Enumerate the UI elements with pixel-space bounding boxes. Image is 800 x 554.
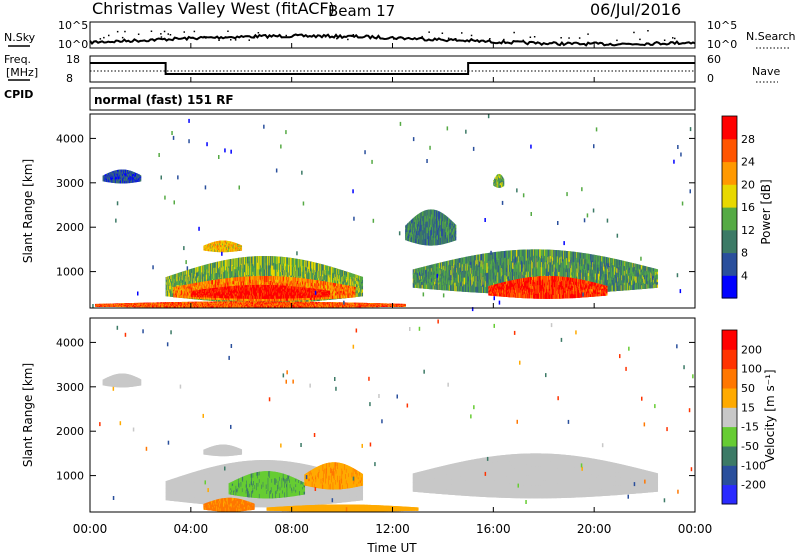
powerPanel-cell [241,249,242,250]
noise-search-point [227,31,229,33]
noise-search-point [168,33,170,35]
noise-search-point [103,37,105,39]
freq-tick-bottom: 8 [66,72,73,85]
noise-search-point [153,39,155,41]
noise-search-point [258,32,260,34]
noise-search-point [117,31,119,33]
noise-search-point [218,40,220,42]
noise-search-point [160,33,162,35]
noise-search-point [324,35,326,37]
noise-search-point [170,34,172,36]
noise-search-point [184,31,186,33]
noise-search-point [672,37,674,39]
noise-search-point [108,35,110,37]
noise-tick-right-bottom: 10^0 [707,38,737,51]
freq-label: Freq. [4,53,31,66]
noise-search-point [203,36,205,38]
noise-search-point [664,40,666,42]
station-title: Christmas Valley West (fitACF) [92,0,335,18]
noise-tick-right-top: 10^5 [707,19,737,32]
noise-search-point [560,37,562,39]
noise-search-point [249,39,251,41]
noise-search-point [336,38,338,40]
freq-tick-top: 18 [66,53,80,66]
noise-search-point [399,37,401,39]
noise-search-point [254,37,256,39]
powerPanel-cell [329,295,330,297]
noise-search-point [124,31,126,33]
noise-search-point [471,38,473,40]
noise-search-point [568,37,570,39]
noise-search-point [513,32,515,34]
powerPanel-cell [354,295,355,297]
nave-tick-bottom: 0 [707,72,714,85]
freq-panel [90,63,695,74]
noise-search-point [122,37,124,39]
noise-search-point [286,35,288,37]
nsearch-label: N.Search [746,30,796,43]
nave-label: Nave [752,65,780,78]
noise-search-point [428,31,430,33]
noise-search-point [616,40,618,42]
noise-search-point [138,34,140,36]
noise-search-point [161,36,163,38]
noise-search-point [442,33,444,35]
noise-search-point [534,36,536,38]
cpid-label: CPID [4,88,33,101]
beam-label: Beam 17 [328,2,395,20]
noise-search-point [230,39,232,41]
date-label: 06/Jul/2016 [590,0,681,19]
noise-search-point [471,35,473,37]
noise-search-point [347,39,349,41]
noise-search-point [489,38,491,40]
noise-search-point [353,34,355,36]
noise-search-point [579,37,581,39]
nave-tick-top: 60 [707,53,721,66]
power-heatmap [92,114,691,311]
noise-search-point [235,39,237,41]
radar-summary-figure: Christmas Valley West (fitACF) Beam 17 0… [0,0,800,554]
noise-search-point [205,37,207,39]
powerPanel-cell [362,293,363,297]
noise-search-point [674,38,676,40]
nsky-label: N.Sky [4,31,36,44]
noise-search-point [523,40,525,42]
freq-unit-label: [MHz] [6,66,38,79]
noise-search-point [639,39,641,41]
noise-search-point [647,30,649,32]
noise-search-point [448,38,450,40]
noise-search-point [503,39,505,41]
noise-search-point [225,36,227,38]
noise-tick-left-bottom: 10^0 [58,38,88,51]
cpid-value: normal (fast) 151 RF [94,93,234,107]
noise-search-point [455,38,457,40]
noise-search-point [100,38,102,40]
noise-search-point [530,37,532,39]
noise-search-point [351,35,353,37]
noise-search-point [633,32,635,34]
noise-search-point [421,36,423,38]
noise-search-point [194,31,196,33]
frequency-line [90,63,695,74]
noise-search-point [587,33,589,35]
noise-search-point [164,31,166,33]
noise-search-point [393,38,395,40]
noise-search-point [151,31,153,33]
noise-tick-left-top: 10^5 [58,19,88,32]
noise-search-point [461,32,463,34]
